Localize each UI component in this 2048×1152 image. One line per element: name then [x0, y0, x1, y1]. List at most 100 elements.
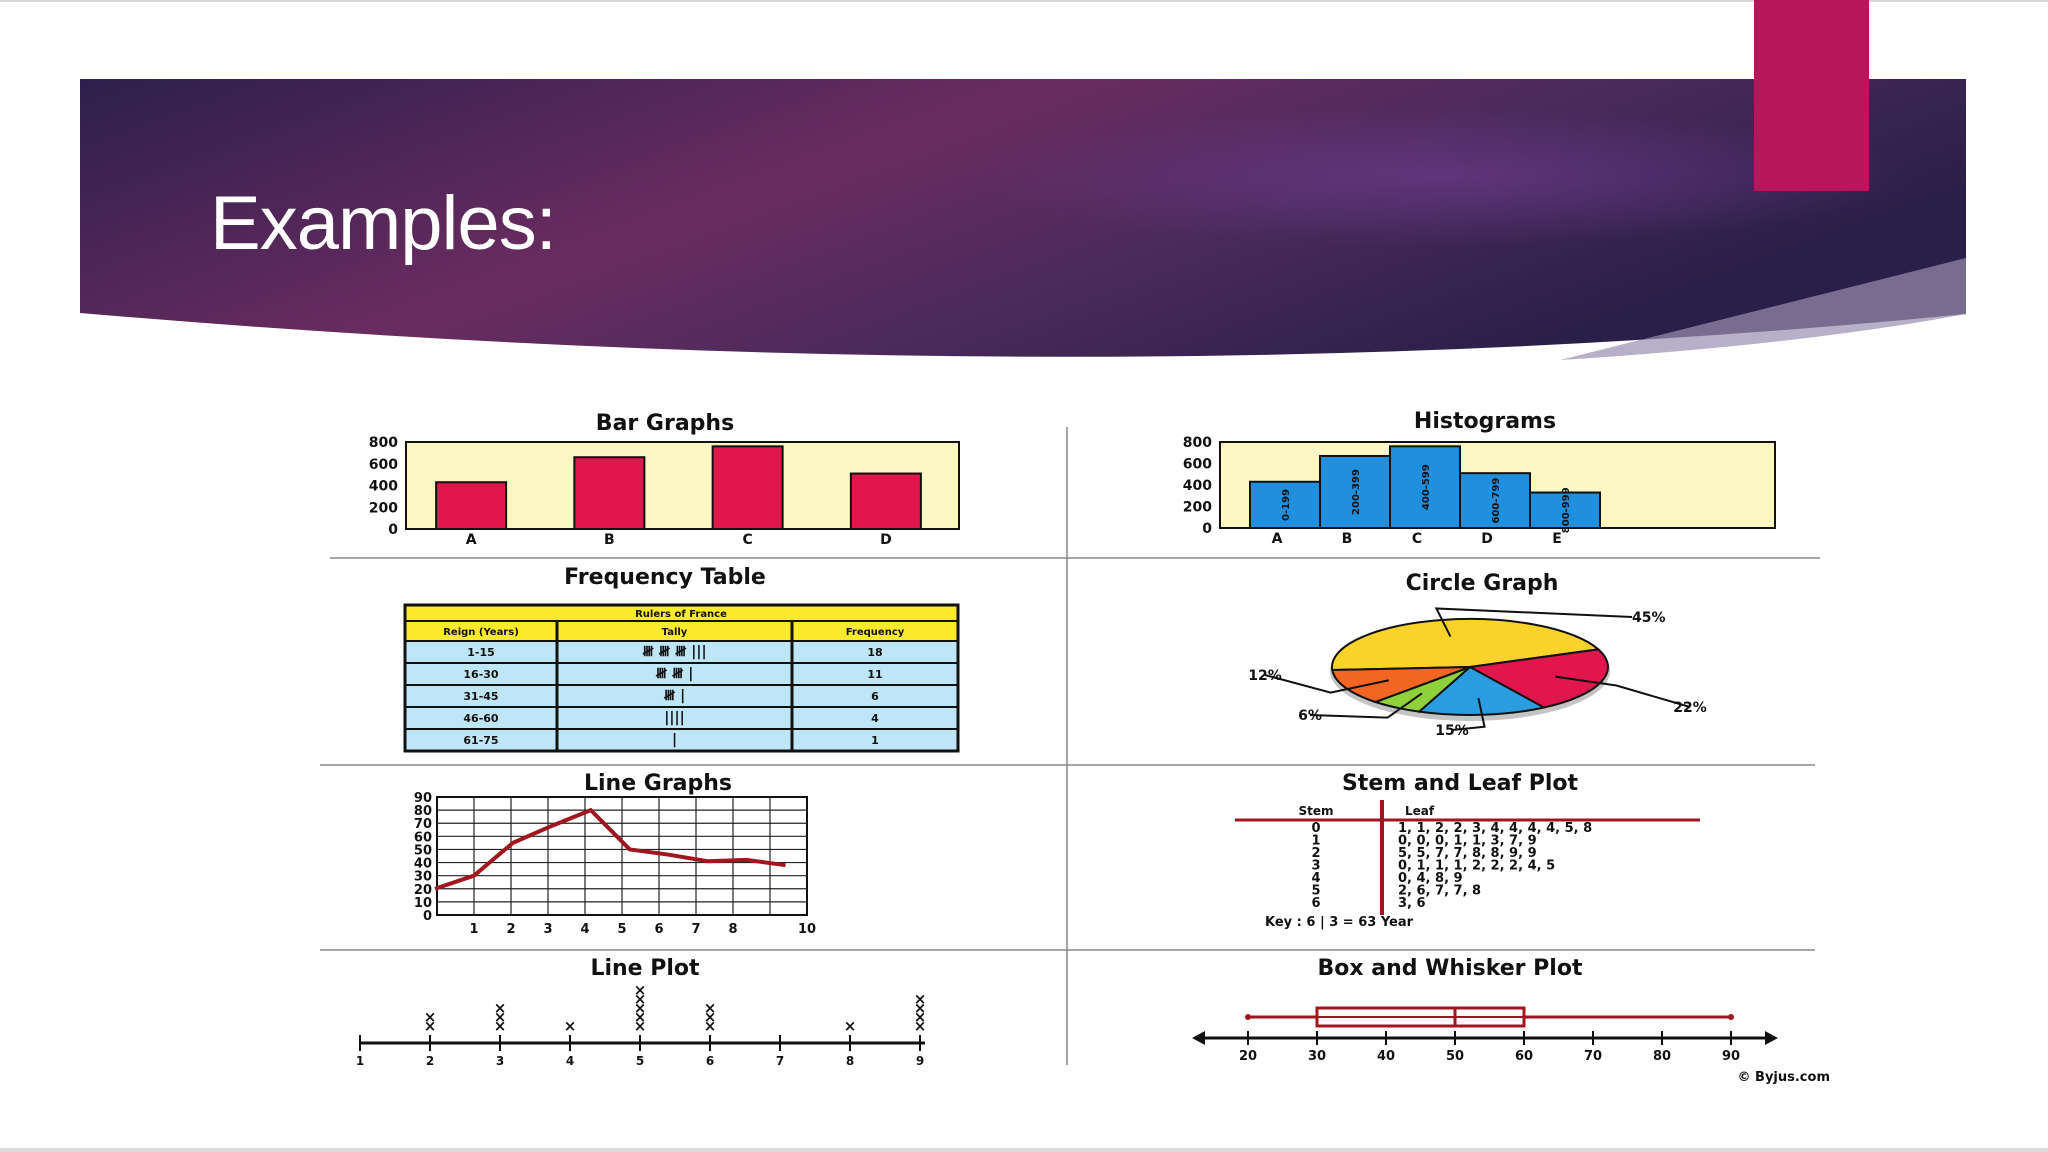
line-plot-tick-label: 6 [706, 1054, 714, 1068]
line-plot-tick-label: 1 [356, 1054, 364, 1068]
histogram-category-label: C [1412, 531, 1422, 547]
leaf-values: 0, 1, 1, 1, 2, 2, 2, 4, 5 [1398, 859, 1555, 874]
histogram-category-label: A [1272, 531, 1283, 547]
freq-cell: 61-75 [463, 734, 498, 747]
line-plot-x-mark: × [704, 1017, 717, 1035]
line-x-tick: 1 [469, 922, 478, 937]
freq-caption: Rulers of France [635, 609, 727, 620]
bar-y-tick: 0 [388, 522, 398, 538]
stem-value: 1 [1311, 834, 1320, 849]
stem-leaf-title: Stem and Leaf Plot [1342, 771, 1579, 796]
histogram-bin-label: 0-199 [1281, 489, 1292, 521]
leaf-values: 3, 6 [1398, 896, 1426, 911]
line-x-tick: 8 [728, 922, 737, 937]
line-y-tick: 50 [414, 843, 432, 858]
leaf-values: 1, 1, 2, 2, 3, 4, 4, 4, 4, 5, 8 [1398, 821, 1592, 836]
histogram-y-tick: 800 [1183, 435, 1212, 451]
graph-types-figure: Bar Graphs Histograms Frequency Table Ci… [320, 409, 1830, 1085]
leaf-values: 5, 5, 7, 7, 8, 8, 9, 9 [1398, 846, 1537, 861]
histogram-bin-label: 400-599 [1421, 464, 1432, 510]
line-plot-x-mark: × [424, 1008, 437, 1026]
line-plot-x-mark: × [634, 1008, 647, 1026]
pie-leader-line [1451, 697, 1486, 731]
freq-border [403, 603, 960, 753]
stem-value: 5 [1311, 884, 1320, 899]
pie-leader-line [1555, 675, 1691, 708]
freq-cell: 1-15 [467, 646, 495, 659]
line-y-tick: 90 [414, 791, 432, 806]
bw-tick-label: 30 [1308, 1049, 1326, 1064]
pie-leader-line [1309, 692, 1423, 719]
line-plot-x-mark: × [634, 1017, 647, 1035]
credit-text: © Byjus.com [1738, 1070, 1830, 1085]
bw-axis-right-arrow [1765, 1031, 1778, 1045]
line-series [434, 807, 786, 891]
histogram-bin-label: 200-399 [1351, 469, 1362, 515]
line-plot-tick-label: 7 [776, 1054, 784, 1068]
histogram-category-label: D [1481, 531, 1493, 547]
pie-slice [1331, 666, 1471, 704]
box-whisker-title: Box and Whisker Plot [1318, 956, 1583, 981]
pie-leader-line [1264, 674, 1390, 694]
bar-y-tick: 800 [369, 435, 398, 451]
line-plot-x-mark: × [494, 1008, 507, 1026]
line-x-tick: 5 [617, 922, 626, 937]
freq-cell: |||| [664, 710, 684, 726]
freq-cell: 6 [871, 690, 879, 703]
line-plot-x-mark: × [704, 999, 717, 1017]
line-plot-x-mark: × [914, 999, 927, 1017]
bar [849, 472, 922, 530]
line-plot-tick-label: 9 [916, 1054, 924, 1068]
pie-slice-label: 15% [1435, 723, 1469, 739]
histogram-bar [1249, 480, 1321, 529]
line-plot-x-mark: × [494, 999, 507, 1017]
line-x-tick: 6 [654, 922, 663, 937]
leaf-values: 0, 0, 0, 1, 1, 3, 7, 9 [1398, 834, 1537, 849]
line-plot-x-mark: × [914, 990, 927, 1008]
frequency-table: Rulers of France Reign (Years) Tally Frequ… [403, 603, 960, 753]
panel-dividers [320, 427, 1820, 1065]
line-y-tick: 30 [414, 870, 432, 885]
bar [711, 445, 784, 530]
bw-tick-label: 20 [1239, 1049, 1257, 1064]
line-y-tick: 60 [414, 830, 432, 845]
histogram-bin-label: 800-999 [1561, 487, 1572, 533]
bw-tick-label: 50 [1446, 1049, 1464, 1064]
histogram-category-label: B [1342, 531, 1353, 547]
circle-graph-title: Circle Graph [1406, 571, 1559, 596]
bar-graphs-title: Bar Graphs [596, 411, 734, 436]
bar-graphs-chart: 800 600 400 200 0 A B C D [369, 435, 960, 548]
line-plot-x-mark: × [634, 981, 647, 999]
line-y-tick: 70 [414, 817, 432, 832]
pie-slice-label: 45% [1632, 610, 1666, 626]
bar-category-label: B [604, 532, 615, 548]
line-plot-x-mark: × [844, 1017, 857, 1035]
pie-slice [1466, 648, 1609, 709]
freq-cell: 𝍸 𝍸 | [656, 666, 694, 682]
bw-tick-label: 60 [1515, 1049, 1533, 1064]
top-border [0, 0, 2048, 2]
line-plot-x-mark: × [634, 999, 647, 1017]
line-plot-x-mark: × [704, 1008, 717, 1026]
bottom-border [0, 1148, 2048, 1152]
bar-y-tick: 200 [369, 500, 398, 516]
freq-cell: 𝍸 | [664, 688, 685, 704]
line-plot-tick-label: 5 [636, 1054, 644, 1068]
line-y-tick: 20 [414, 883, 432, 898]
box-whisker-chart: 20 30 40 50 60 70 80 90 [1192, 1006, 1778, 1064]
stem-value: 3 [1311, 859, 1320, 874]
freq-cell: 1 [871, 734, 879, 747]
pie-slice-label: 12% [1248, 668, 1282, 684]
freq-header-cell: Tally [662, 627, 688, 638]
line-plot-x-mark: × [564, 1017, 577, 1035]
circle-graph-chart: 45% 22% 15% 6% 12% [1248, 607, 1707, 739]
slide-title: Examples: [210, 181, 557, 266]
line-x-tick: 4 [580, 922, 589, 937]
bar-category-label: C [742, 532, 752, 548]
line-graphs-title: Line Graphs [584, 771, 732, 796]
histogram-bin-label: 600-799 [1491, 478, 1502, 524]
line-plot-x-mark: × [914, 1008, 927, 1026]
bar-category-label: A [466, 532, 477, 548]
freq-cell: 46-60 [463, 712, 499, 725]
